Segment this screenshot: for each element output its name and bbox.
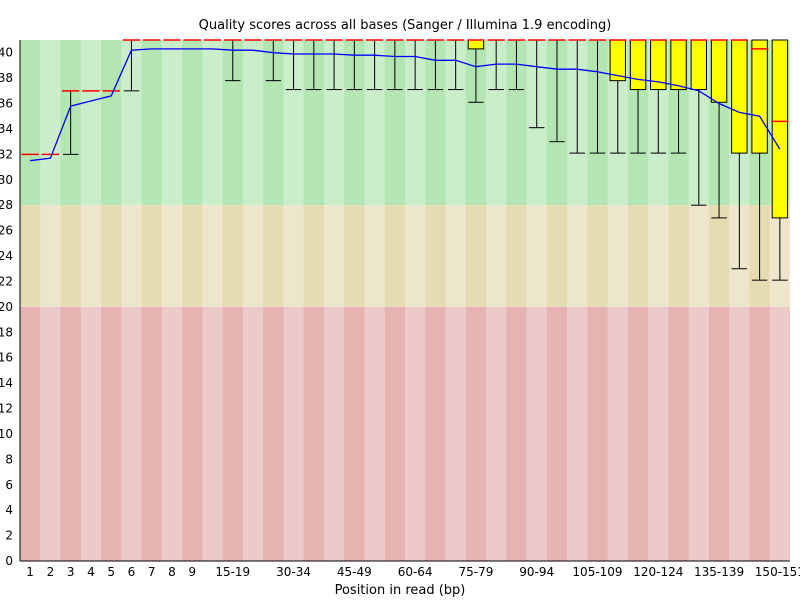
position-stripe [567, 40, 588, 561]
position-stripe [283, 40, 304, 561]
position-stripe [688, 40, 709, 561]
x-tick-label: 15-19 [215, 565, 250, 579]
zone-poor [20, 306, 790, 561]
x-tick-label: 135-139 [694, 565, 744, 579]
chart-title: Quality scores across all bases (Sanger … [199, 18, 612, 33]
x-tick-label: 120-124 [633, 565, 683, 579]
y-tick-label: 2 [5, 529, 13, 543]
y-tick-label: 12 [0, 402, 13, 416]
iqr-box [731, 39, 748, 154]
iqr-box [751, 39, 768, 154]
iqr-box [629, 39, 647, 91]
position-stripe [202, 40, 223, 561]
x-tick-label: 7 [148, 565, 156, 579]
y-tick-label: 34 [0, 122, 13, 136]
position-stripe [445, 40, 466, 561]
y-tick-label: 38 [0, 71, 13, 85]
y-tick-label: 14 [0, 376, 13, 390]
y-tick-label: 16 [0, 351, 13, 365]
y-tick-label: 6 [5, 478, 13, 492]
x-tick-label: 90-94 [519, 565, 554, 579]
zone-reasonable [20, 205, 790, 307]
x-tick-label: 5 [107, 565, 115, 579]
x-tick-label: 30-34 [276, 565, 311, 579]
x-tick-label: 9 [188, 565, 196, 579]
position-stripe [486, 40, 507, 561]
position-stripe [648, 40, 669, 561]
y-tick-label: 20 [0, 300, 13, 314]
iqr-box [710, 39, 728, 103]
iqr-box [670, 39, 687, 91]
position-stripe [323, 40, 345, 561]
x-tick-label: 3 [67, 565, 75, 579]
x-tick-label: 8 [168, 565, 176, 579]
position-stripe [364, 40, 385, 561]
y-tick-label: 26 [0, 224, 13, 238]
y-tick-label: 0 [5, 554, 13, 568]
x-tick-label: 4 [87, 565, 95, 579]
position-stripe [405, 40, 426, 561]
mean-quality-line [30, 48, 781, 162]
x-tick-label: 45-49 [337, 565, 372, 579]
x-tick-labels: 1 2 3 4 5 6 7 8 9 15-19 30-34 45-49 60-64 75-79 90-94 1… [26, 565, 800, 579]
iqr-box [467, 39, 485, 50]
y-tick-label: 28 [0, 198, 13, 212]
x-tick-label: 2 [47, 565, 55, 579]
y-tick-label: 8 [5, 452, 13, 466]
axes [19, 40, 790, 562]
position-stripe [242, 40, 264, 561]
mean-line [30, 48, 781, 162]
position-stripe [121, 40, 142, 561]
y-tick-label: 30 [0, 173, 13, 187]
position-stripe [729, 40, 750, 561]
position-stripe [526, 40, 547, 561]
position-stripe [40, 40, 61, 561]
iqr-box [690, 39, 708, 91]
y-tick-label: 36 [0, 97, 13, 111]
x-tick-label: 105-109 [572, 565, 622, 579]
y-tick-label: 10 [0, 427, 13, 441]
y-tick-label: 18 [0, 325, 13, 339]
position-stripes [40, 40, 790, 561]
position-stripe [80, 40, 102, 561]
iqr-box [771, 39, 789, 219]
box-plots [21, 39, 789, 281]
x-tick-label: 6 [128, 565, 136, 579]
position-stripe [161, 40, 183, 561]
y-tick-label: 32 [0, 147, 13, 161]
y-tick-label: 22 [0, 274, 13, 288]
position-stripe [607, 40, 628, 561]
y-tick-label: 40 [0, 46, 13, 60]
x-tick-label: 75-79 [458, 565, 493, 579]
y-tick-label: 24 [0, 249, 13, 263]
y-tick-label: 4 [5, 503, 13, 517]
x-tick-label: 150-151 [755, 565, 800, 579]
x-axis-label: Position in read (bp) [335, 583, 466, 598]
x-tick-label: 1 [26, 565, 34, 579]
x-tick-label: 60-64 [398, 565, 433, 579]
